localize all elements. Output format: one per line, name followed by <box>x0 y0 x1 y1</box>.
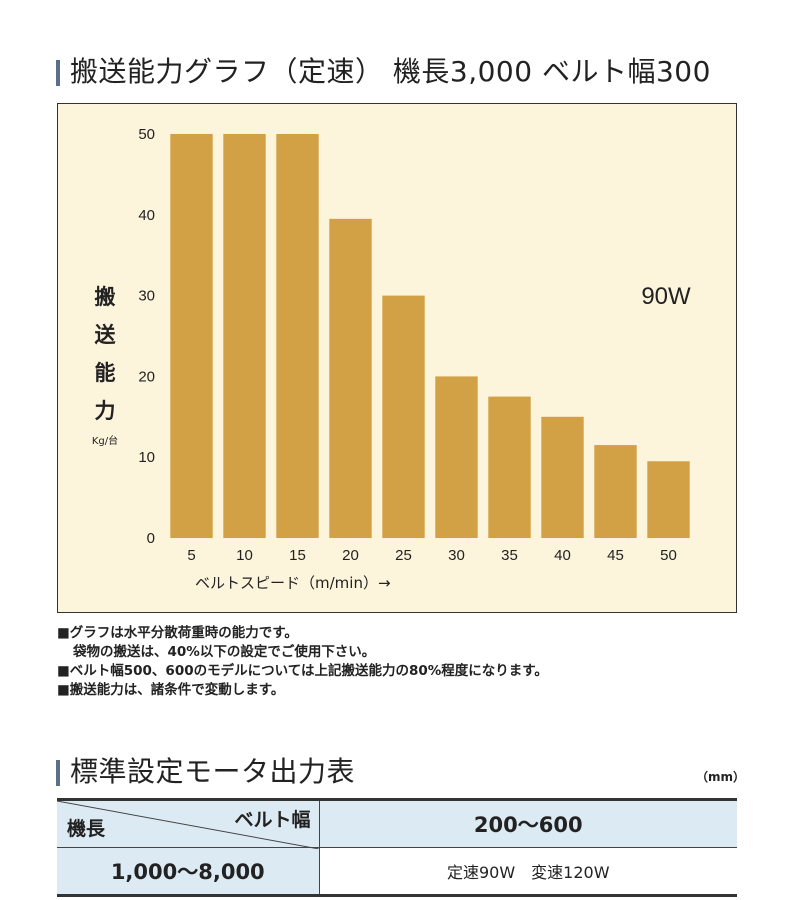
table-row: 1,000〜8,000 定速90W 変速120W <box>57 847 737 897</box>
chart-panel: 0 10 20 30 40 50 5 10 15 20 25 30 35 40 45 50 搬送能力 Kg/台ベル… <box>57 103 737 613</box>
bar-10 <box>223 134 266 538</box>
bar-5 <box>170 134 213 538</box>
x-tick-label-10: 10 <box>236 547 253 564</box>
y-axis-unit: Kg/台 <box>92 434 118 447</box>
machine-length-value: 1,000〜8,000 <box>57 847 320 897</box>
x-tick-label-15: 15 <box>289 547 306 564</box>
note-line: ■グラフは水平分散荷重時の能力です。 <box>57 625 298 641</box>
x-axis-label: ベルトスピード（m/min）→ <box>195 574 391 592</box>
table-header-row: ベルト幅 機長 200〜600 <box>57 798 737 849</box>
y-axis-label-char: 搬 <box>95 285 116 309</box>
notes: ■グラフは水平分散荷重時の能力です。 袋物の搬送は、40%以下の設定でご使用下さ… <box>57 624 757 700</box>
unit-label: （mm） <box>696 770 746 784</box>
x-tick-label-35: 35 <box>501 547 518 564</box>
bar-25 <box>382 295 425 538</box>
row-header-label: 機長 <box>67 818 106 840</box>
x-tick-label-20: 20 <box>342 547 359 564</box>
bar-50 <box>647 461 690 538</box>
y-tick-label-0: 0 <box>147 530 155 547</box>
bar-40 <box>541 416 584 538</box>
bar-chart: 0 10 20 30 40 50 5 10 15 20 25 30 35 40 45 50 搬送能力 Kg/台ベル… <box>92 126 691 592</box>
motor-output-value: 定速90W 変速120W <box>319 847 737 897</box>
motor-annotation: 90W <box>641 283 691 310</box>
bar-15 <box>276 134 319 538</box>
y-axis-label-char: 送 <box>95 323 117 347</box>
bar-45 <box>594 445 637 538</box>
bar-30 <box>435 376 478 538</box>
y-axis-label-char: 力 <box>95 399 116 423</box>
x-tick-label-25: 25 <box>395 547 412 564</box>
x-tick-label-30: 30 <box>448 547 465 564</box>
y-tick-label-50: 50 <box>138 126 155 143</box>
diagonal-line <box>57 801 319 849</box>
belt-width-value: 200〜600 <box>319 798 737 848</box>
y-axis-label-char: 能 <box>95 361 116 385</box>
x-tick-label-40: 40 <box>554 547 571 564</box>
note-line: ■ベルト幅500、600のモデルについては上記搬送能力の80%程度になります。 <box>57 663 548 679</box>
bar-20 <box>329 218 372 538</box>
x-tick-label-45: 45 <box>607 547 624 564</box>
diagonal-header-cell: ベルト幅 機長 <box>57 798 320 849</box>
x-tick-label-50: 50 <box>660 547 677 564</box>
y-tick-label-30: 30 <box>138 288 155 305</box>
y-tick-label-20: 20 <box>138 368 155 385</box>
note-line: 袋物の搬送は、40%以下の設定でご使用下さい。 <box>73 644 376 660</box>
motor-output-table: ベルト幅 機長 200〜600 1,000〜8,000 定速90W 変速120W <box>57 798 737 897</box>
table-title: 標準設定モータ出力表 <box>56 752 355 792</box>
x-tick-label-5: 5 <box>187 547 195 564</box>
bar-35 <box>488 396 531 538</box>
y-tick-label-10: 10 <box>138 449 155 466</box>
chart-title: 搬送能力グラフ（定速） 機長3,000 ベルト幅300 <box>56 52 711 92</box>
note-line: ■搬送能力は、諸条件で変動します。 <box>57 682 285 698</box>
y-tick-label-40: 40 <box>138 207 155 224</box>
column-header-label: ベルト幅 <box>234 809 311 831</box>
